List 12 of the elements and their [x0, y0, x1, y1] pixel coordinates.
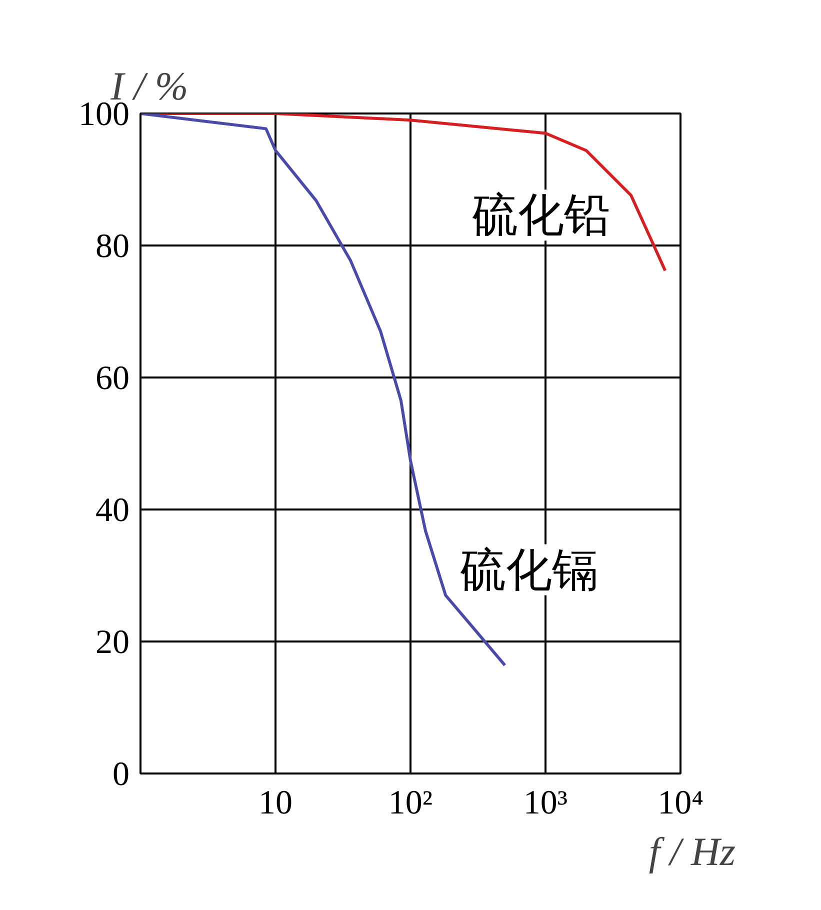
series-label: 硫化镉: [460, 544, 598, 596]
x-axis-title: f / Hz: [648, 829, 736, 874]
y-tick-label: 0: [112, 756, 130, 793]
x-tick-label: 10³: [523, 784, 568, 822]
y-tick-label: 40: [96, 492, 130, 529]
series-label: 硫化铅: [472, 190, 610, 241]
y-tick-label: 60: [96, 360, 130, 397]
x-tick-label: 10²: [388, 784, 433, 822]
y-tick-label: 80: [96, 228, 130, 265]
x-tick-label: 10: [258, 784, 292, 822]
x-tick-label: 10⁴: [658, 784, 704, 822]
y-tick-label: 20: [96, 624, 130, 661]
